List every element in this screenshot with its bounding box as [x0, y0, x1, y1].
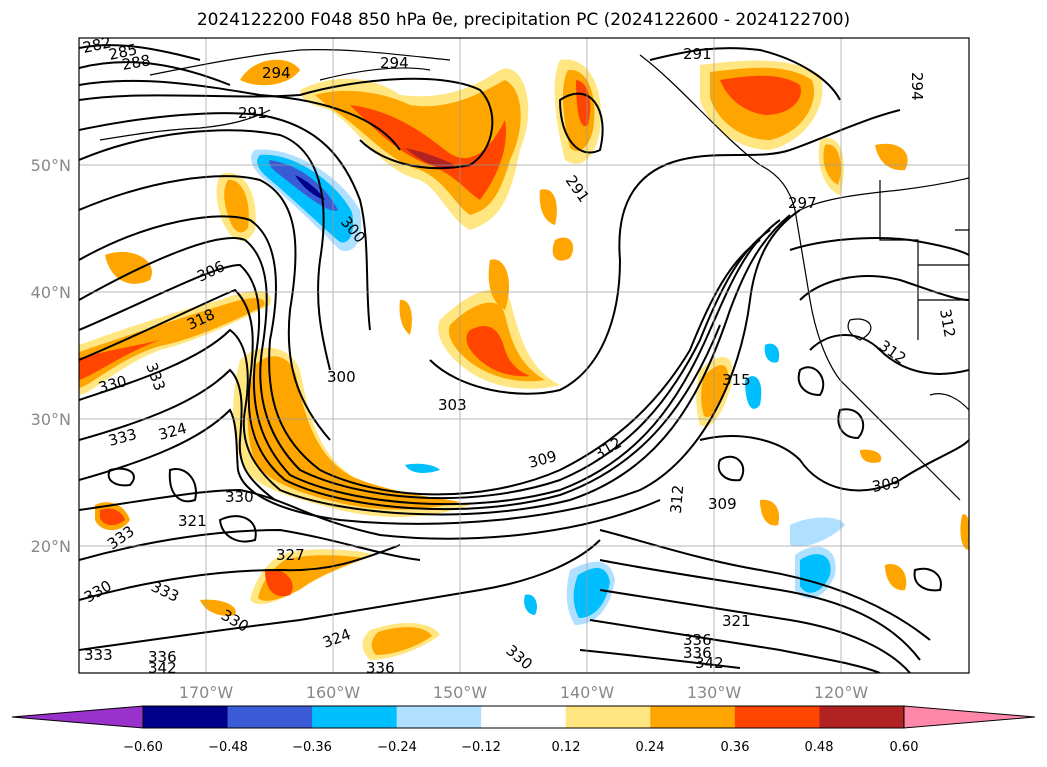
colorbar-extend-high — [903, 705, 1035, 729]
colorbar-segment-2 — [227, 706, 313, 728]
contour-label-300-b: 300 — [327, 368, 356, 386]
colorbar-ticks: −0.60 −0.48 −0.36 −0.24 −0.12 0.12 0.24 … — [123, 740, 918, 755]
contour-label-336-c: 336 — [683, 631, 712, 649]
contour-label-282: 282 — [81, 33, 113, 57]
colorbar-tick-3: −0.36 — [292, 740, 332, 755]
map-title: 2024122200 F048 850 hPa θe, precipitatio… — [196, 10, 851, 30]
contour-label-312-b: 312 — [667, 484, 687, 514]
colorbar-tick-2: −0.48 — [208, 740, 248, 755]
theta-e-contours — [79, 44, 969, 673]
contour-label-321-a: 321 — [178, 512, 207, 530]
colorbar-tick-9: 0.48 — [805, 740, 834, 755]
lon-label-140w: 140°W — [560, 683, 615, 702]
colorbar-tick-7: 0.24 — [636, 740, 665, 755]
contour-label-315: 315 — [722, 371, 751, 389]
colorbar-tick-5: −0.12 — [461, 740, 501, 755]
lon-label-150w: 150°W — [433, 683, 488, 702]
colorbar-segment-5 — [481, 706, 567, 728]
contour-label-291-a: 291 — [238, 104, 267, 122]
lat-label-20n: 20°N — [31, 537, 71, 556]
contour-label-309-c: 309 — [871, 473, 902, 496]
contour-label-327: 327 — [276, 546, 305, 564]
lat-label-50n: 50°N — [31, 156, 71, 175]
precipitation-shading-negative — [251, 149, 845, 625]
colorbar-segment-4 — [396, 706, 482, 728]
contour-label-330-b: 330 — [225, 488, 254, 506]
contour-label-342-b: 342 — [695, 654, 724, 672]
colorbar-tick-10: 0.60 — [890, 740, 919, 755]
contour-label-294-b: 294 — [380, 54, 409, 72]
coastlines — [99, 49, 969, 501]
contour-label-309-b: 309 — [708, 495, 737, 513]
colorbar-frame — [142, 705, 905, 729]
colorbar-extend-low — [11, 705, 144, 729]
lat-label-30n: 30°N — [31, 410, 71, 429]
contour-label-291-b: 291 — [683, 45, 712, 63]
contour-label-342-a: 342 — [148, 659, 177, 677]
colorbar-segment-7 — [650, 706, 736, 728]
contour-label-336-d: 336 — [683, 644, 712, 662]
colorbar-segment-9 — [819, 706, 905, 728]
contour-label-288: 288 — [121, 51, 152, 74]
lon-label-160w: 160°W — [306, 683, 361, 702]
contour-label-303: 303 — [438, 396, 467, 414]
contour-label-285: 285 — [107, 40, 139, 64]
colorbar-segment-1 — [143, 706, 229, 728]
lon-label-120w: 120°W — [814, 683, 869, 702]
lat-label-40n: 40°N — [31, 283, 71, 302]
latitude-labels: 50°N 40°N 30°N 20°N — [31, 156, 71, 556]
map-frame — [78, 37, 970, 674]
colorbar-tick-1: −0.60 — [123, 740, 163, 755]
colorbar — [11, 705, 1035, 729]
contour-label-294-a: 294 — [262, 64, 291, 82]
map-gridlines — [79, 38, 969, 673]
contour-label-321-b: 321 — [722, 612, 751, 630]
colorbar-tick-8: 0.36 — [721, 740, 750, 755]
contour-label-333-e: 333 — [84, 646, 113, 664]
lon-label-130w: 130°W — [687, 683, 742, 702]
contour-label-336-b: 336 — [366, 659, 395, 677]
colorbar-tick-6: 0.12 — [552, 740, 581, 755]
contour-label-336-a: 336 — [148, 648, 177, 666]
colorbar-tick-4: −0.24 — [377, 740, 417, 755]
colorbar-segment-3 — [312, 706, 398, 728]
colorbar-segment-8 — [734, 706, 820, 728]
longitude-labels: 170°W 160°W 150°W 140°W 130°W 120°W — [179, 683, 869, 702]
contour-label-312-d: 312 — [936, 308, 959, 339]
colorbar-segment-6 — [565, 706, 651, 728]
contour-label-297: 297 — [788, 194, 817, 212]
lon-label-170w: 170°W — [179, 683, 234, 702]
contour-label-294-c: 294 — [908, 72, 926, 101]
